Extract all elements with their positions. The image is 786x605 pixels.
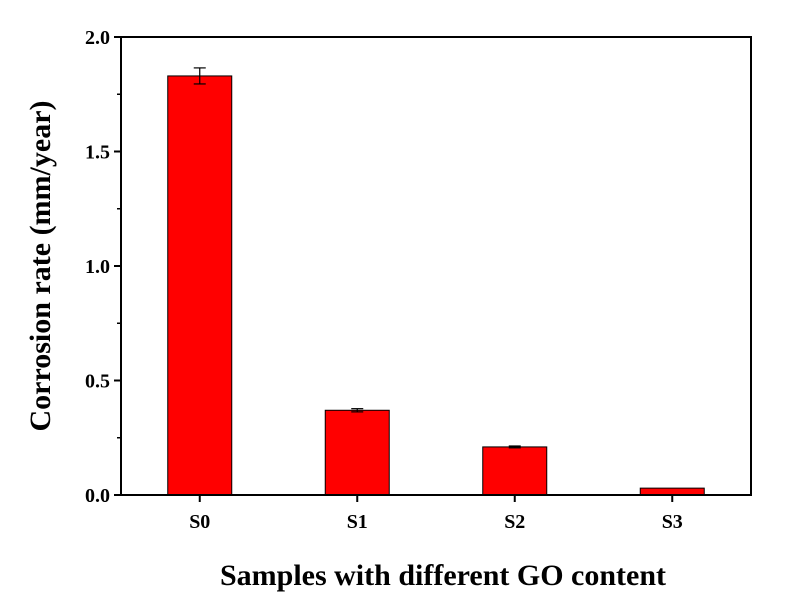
bar-s0 bbox=[167, 75, 233, 496]
bar-s3 bbox=[639, 487, 705, 496]
x-tick-label: S3 bbox=[662, 511, 683, 533]
bar-s1 bbox=[324, 409, 390, 496]
y-tick-label: 0.5 bbox=[85, 371, 110, 393]
x-tick-label: S0 bbox=[189, 511, 210, 533]
x-axis-title: Samples with different GO content bbox=[220, 559, 666, 592]
plot-frame bbox=[120, 36, 752, 496]
x-axis-ticks: S0 S1 S2 S3 bbox=[189, 495, 683, 533]
bars bbox=[167, 75, 705, 496]
x-tick-label: S1 bbox=[347, 511, 368, 533]
y-tick-label: 2.0 bbox=[85, 27, 110, 49]
y-axis-title: Corrosion rate (mm/year) bbox=[24, 101, 57, 432]
x-tick-label: S2 bbox=[504, 511, 525, 533]
bar-s2 bbox=[482, 446, 548, 496]
y-tick-label: 1.5 bbox=[85, 142, 110, 164]
y-axis-ticks: 0.0 0.5 1.0 1.5 2.0 bbox=[85, 27, 121, 507]
y-tick-label: 0.0 bbox=[85, 485, 110, 507]
y-tick-label: 1.0 bbox=[85, 256, 110, 278]
error-bars bbox=[193, 67, 521, 449]
